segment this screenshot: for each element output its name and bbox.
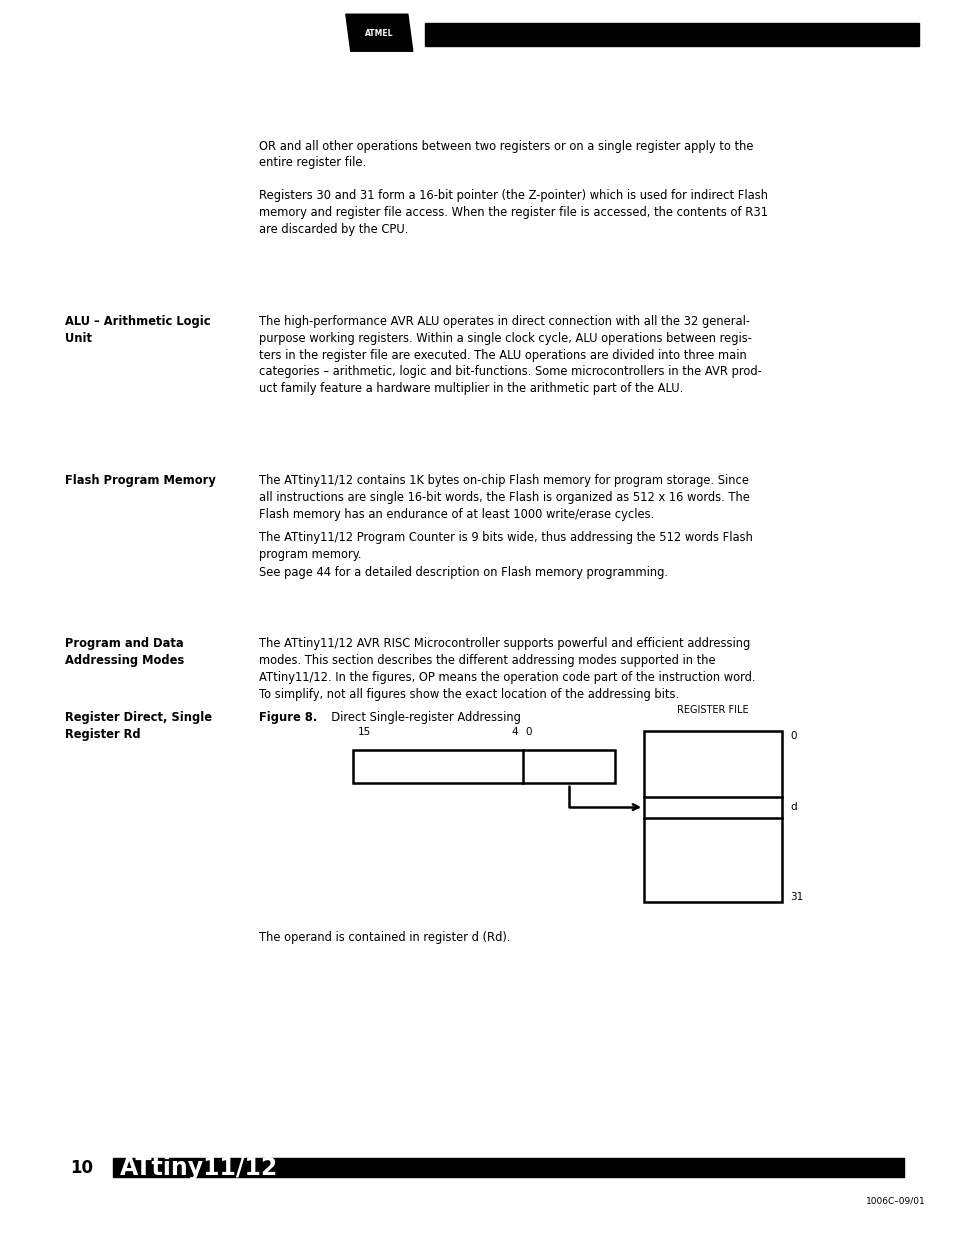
Text: ATtiny11/12: ATtiny11/12 <box>120 1156 278 1179</box>
Bar <box>353 750 615 783</box>
Text: ALU – Arithmetic Logic
Unit: ALU – Arithmetic Logic Unit <box>65 315 211 345</box>
Text: Register Direct, Single
Register Rd: Register Direct, Single Register Rd <box>65 711 212 741</box>
Text: 10: 10 <box>71 1158 93 1177</box>
Bar <box>424 23 918 46</box>
Text: 0: 0 <box>525 727 532 737</box>
Text: Flash Program Memory: Flash Program Memory <box>65 474 215 488</box>
Text: Registers 30 and 31 form a 16-bit pointer (the Z-pointer) which is used for indi: Registers 30 and 31 form a 16-bit pointe… <box>259 189 768 236</box>
Text: ATMEL: ATMEL <box>365 28 394 38</box>
Text: Program and Data
Addressing Modes: Program and Data Addressing Modes <box>65 637 184 667</box>
Text: OP: OP <box>429 760 446 773</box>
Text: The high-performance AVR ALU operates in direct connection with all the 32 gener: The high-performance AVR ALU operates in… <box>259 315 761 395</box>
Bar <box>643 731 781 902</box>
Text: 15: 15 <box>357 727 371 737</box>
Text: The ATtiny11/12 Program Counter is 9 bits wide, thus addressing the 512 words Fl: The ATtiny11/12 Program Counter is 9 bit… <box>259 531 753 561</box>
Text: Figure 8.: Figure 8. <box>259 711 317 725</box>
Text: OR and all other operations between two registers or on a single register apply : OR and all other operations between two … <box>259 140 753 169</box>
Text: d: d <box>789 802 796 813</box>
Text: REGISTER FILE: REGISTER FILE <box>677 705 748 715</box>
Text: 31: 31 <box>789 892 802 902</box>
Text: See page 44 for a detailed description on Flash memory programming.: See page 44 for a detailed description o… <box>259 566 668 579</box>
Bar <box>112 1158 903 1177</box>
Text: d: d <box>564 760 573 773</box>
Text: 1006C–09/01: 1006C–09/01 <box>864 1197 924 1205</box>
Text: The ATtiny11/12 AVR RISC Microcontroller supports powerful and efficient address: The ATtiny11/12 AVR RISC Microcontroller… <box>259 637 755 700</box>
Text: The operand is contained in register d (Rd).: The operand is contained in register d (… <box>259 931 511 945</box>
Text: 0: 0 <box>789 731 796 741</box>
Text: 4: 4 <box>511 727 517 737</box>
Text: The ATtiny11/12 contains 1K bytes on-chip Flash memory for program storage. Sinc: The ATtiny11/12 contains 1K bytes on-chi… <box>259 474 750 521</box>
Polygon shape <box>345 15 413 52</box>
Text: Direct Single-register Addressing: Direct Single-register Addressing <box>324 711 520 725</box>
